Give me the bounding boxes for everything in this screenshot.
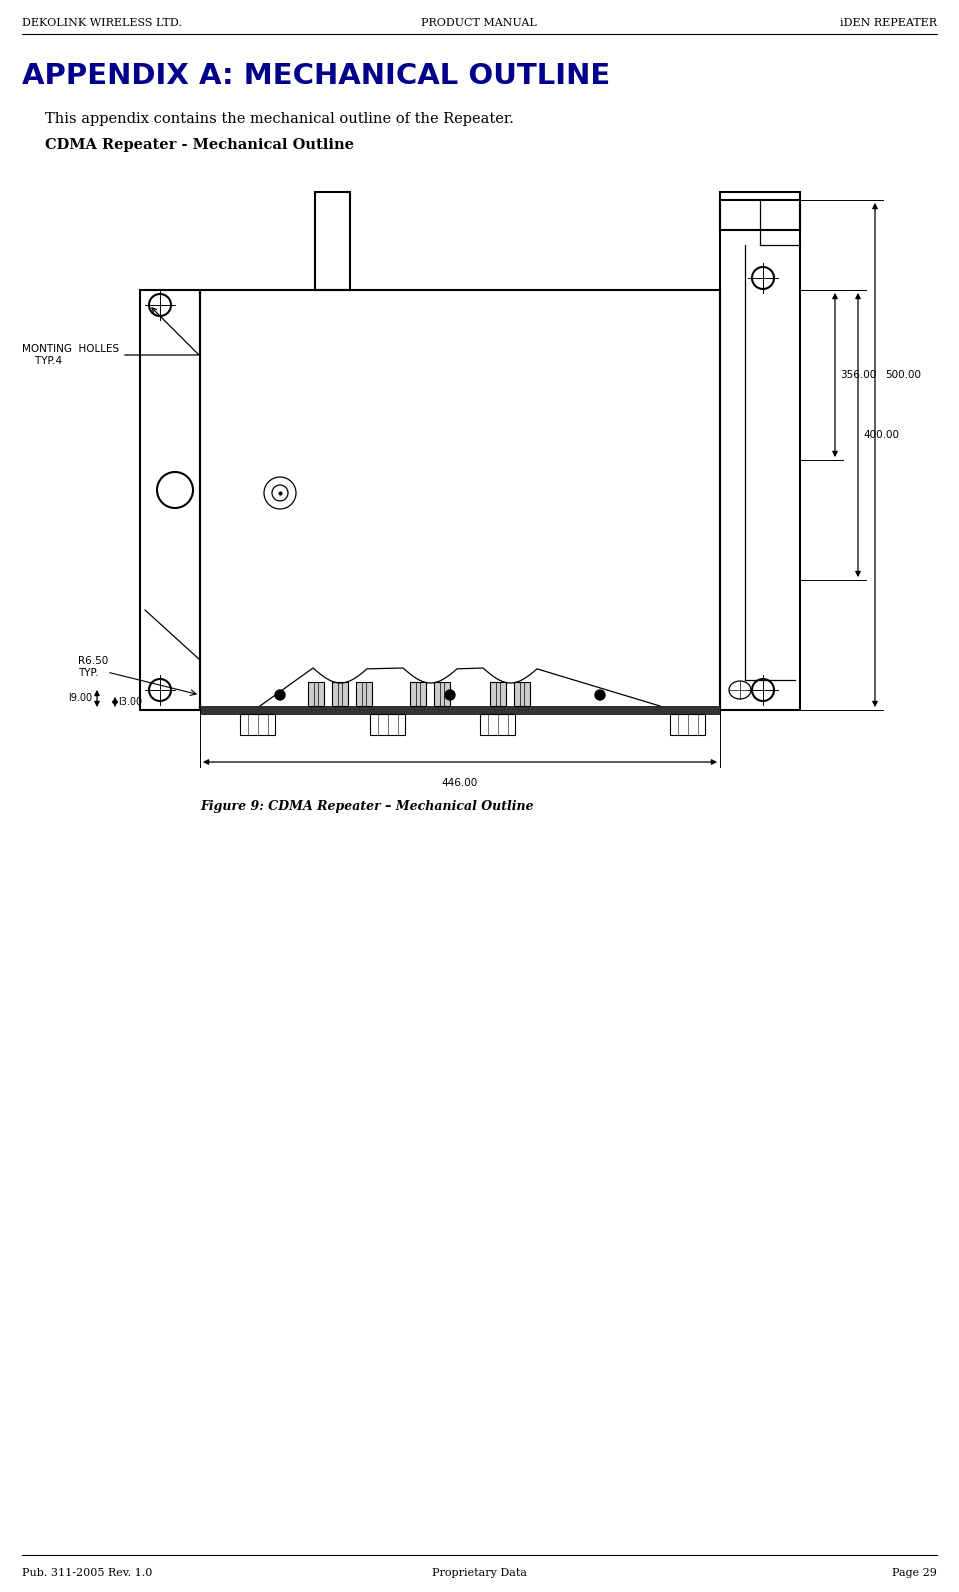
Text: 500.00: 500.00 [885, 369, 921, 380]
Text: CDMA Repeater - Mechanical Outline: CDMA Repeater - Mechanical Outline [45, 139, 354, 151]
Text: iDEN REPEATER: iDEN REPEATER [840, 18, 937, 29]
Polygon shape [434, 681, 450, 705]
Polygon shape [356, 681, 372, 705]
Circle shape [445, 689, 455, 700]
Text: DEKOLINK WIRELESS LTD.: DEKOLINK WIRELESS LTD. [22, 18, 182, 29]
Text: Proprietary Data: Proprietary Data [432, 1568, 526, 1578]
Text: l9.00: l9.00 [68, 693, 92, 704]
Text: APPENDIX A: MECHANICAL OUTLINE: APPENDIX A: MECHANICAL OUTLINE [22, 62, 610, 91]
Text: 400.00: 400.00 [863, 430, 899, 439]
Circle shape [275, 689, 285, 700]
Text: Pub. 311-2005 Rev. 1.0: Pub. 311-2005 Rev. 1.0 [22, 1568, 152, 1578]
Polygon shape [200, 705, 720, 713]
Text: l3.00: l3.00 [118, 697, 142, 707]
Polygon shape [514, 681, 530, 705]
Text: 446.00: 446.00 [442, 778, 479, 788]
Text: 356.00: 356.00 [840, 369, 877, 380]
Text: PRODUCT MANUAL: PRODUCT MANUAL [421, 18, 537, 29]
Text: Page 29: Page 29 [892, 1568, 937, 1578]
Text: Figure 9: CDMA Repeater – Mechanical Outline: Figure 9: CDMA Repeater – Mechanical Out… [200, 801, 533, 814]
Text: MONTING  HOLLES
    TYP.4: MONTING HOLLES TYP.4 [22, 307, 199, 366]
Polygon shape [308, 681, 324, 705]
Circle shape [595, 689, 605, 700]
Polygon shape [490, 681, 506, 705]
Text: R6.50
TYP.: R6.50 TYP. [78, 656, 108, 678]
Polygon shape [332, 681, 348, 705]
Polygon shape [410, 681, 426, 705]
Text: This appendix contains the mechanical outline of the Repeater.: This appendix contains the mechanical ou… [45, 111, 514, 126]
